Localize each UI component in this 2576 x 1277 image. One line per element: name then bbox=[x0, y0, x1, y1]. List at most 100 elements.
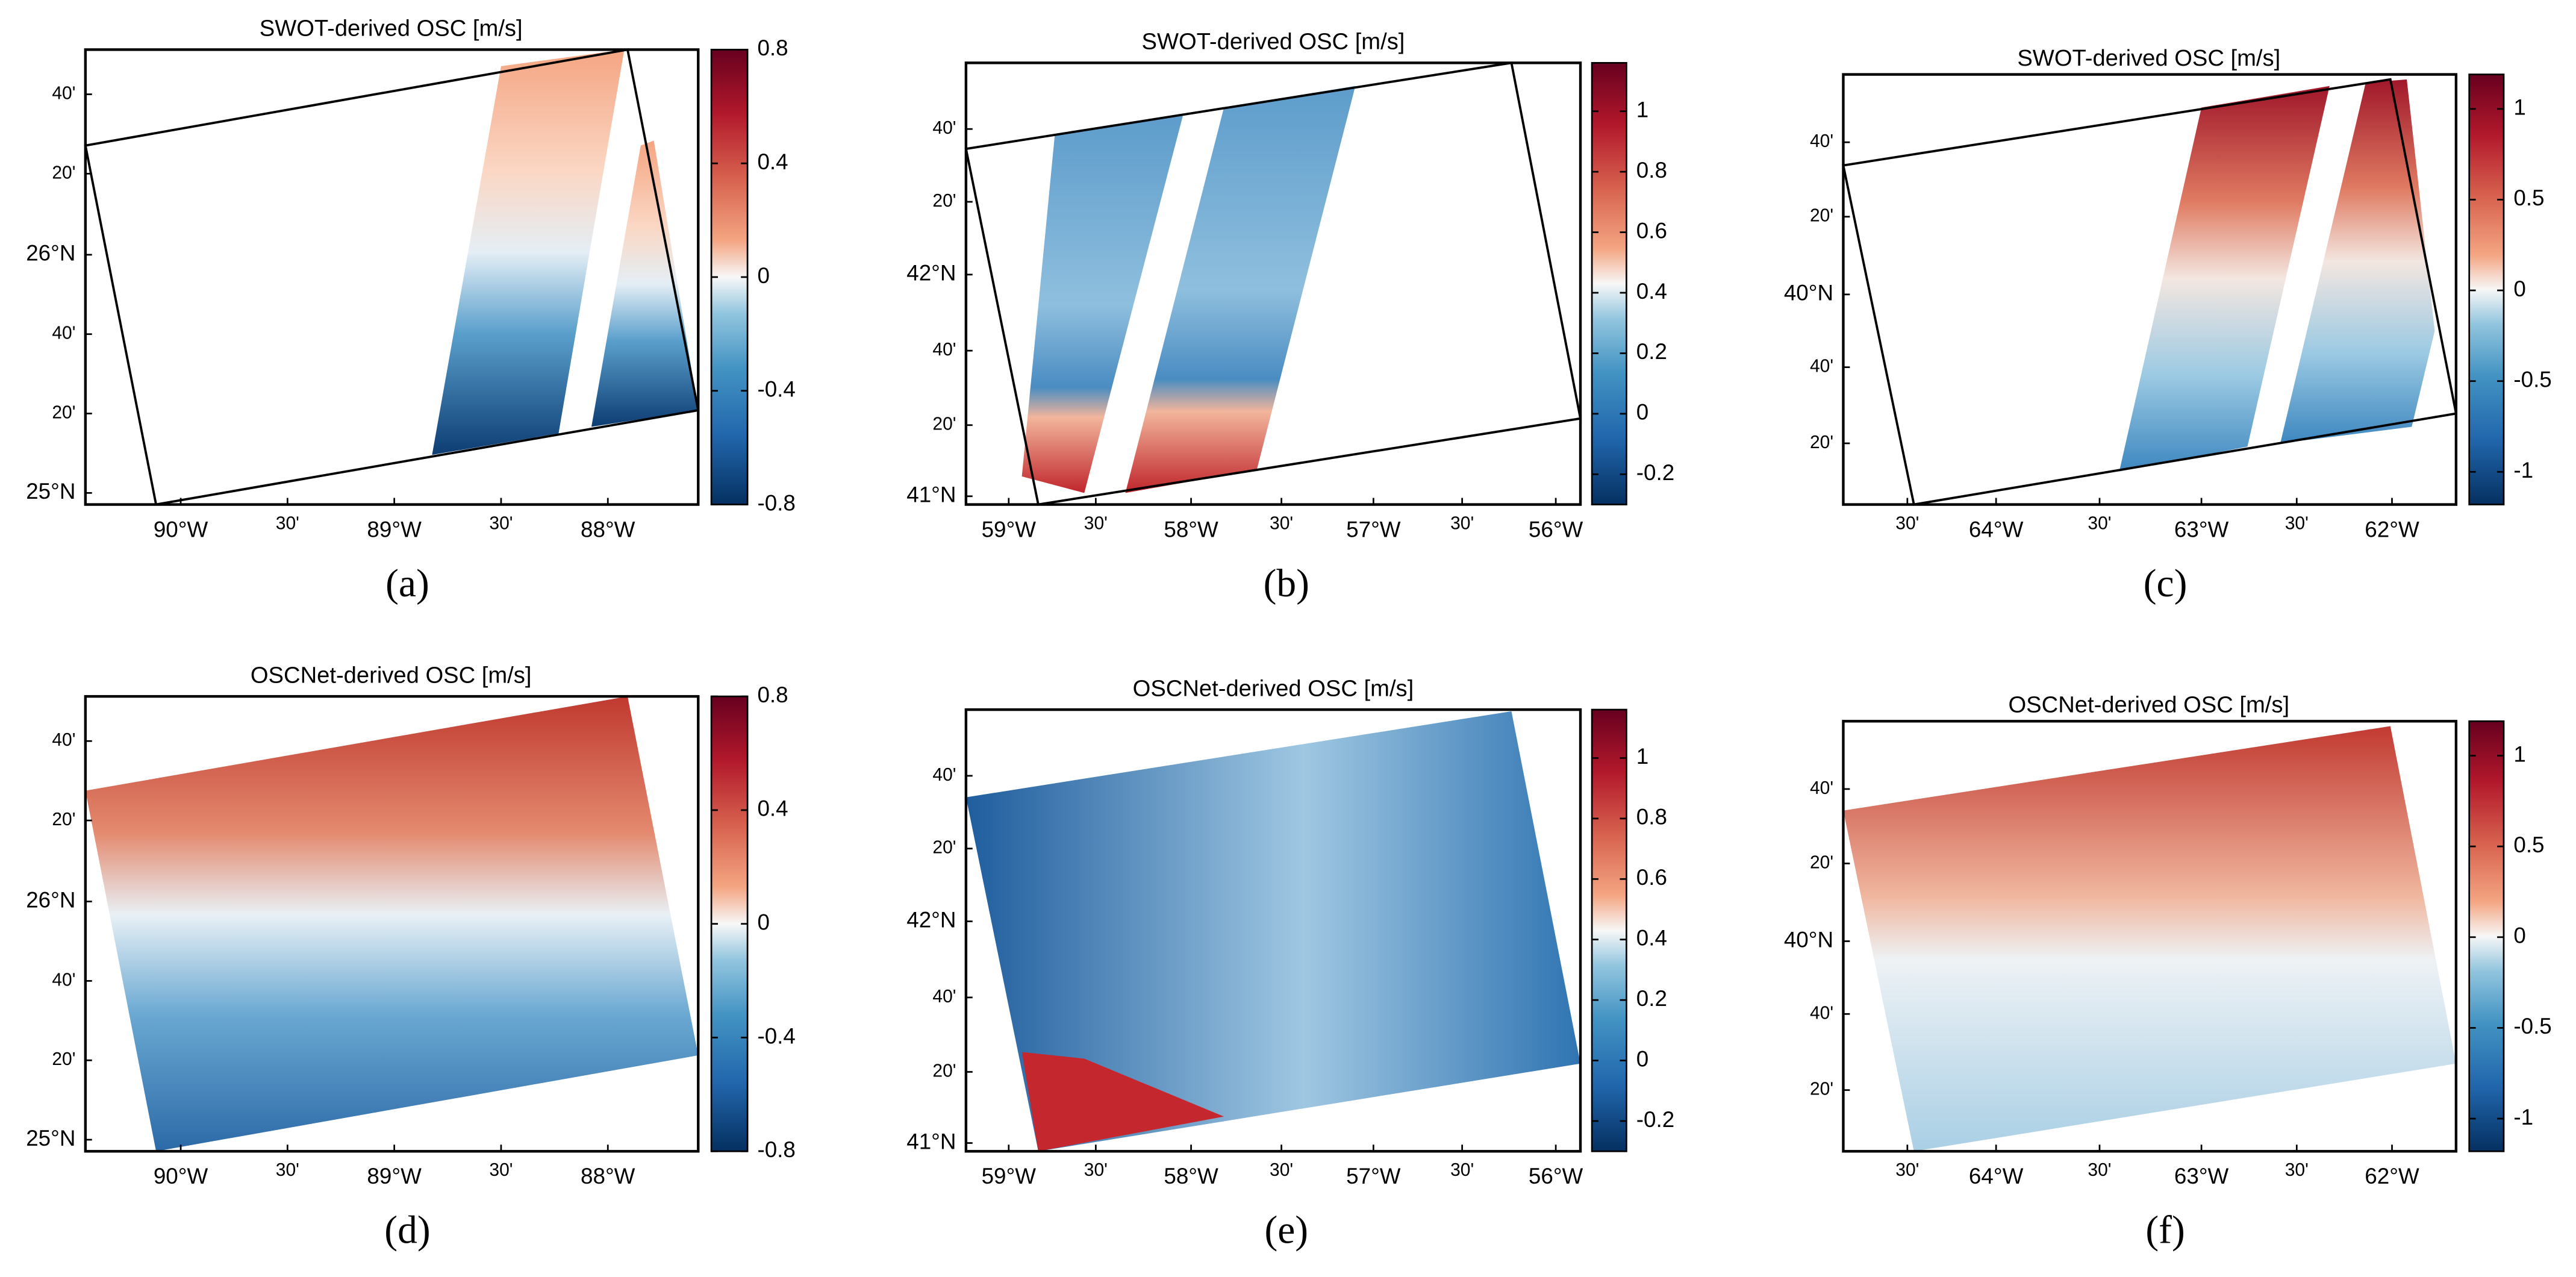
x-tick-label: 30' bbox=[1895, 1160, 1919, 1180]
colorbar-tick-label: 0.8 bbox=[1636, 805, 1667, 829]
x-tick-label: 30' bbox=[2285, 1160, 2309, 1180]
y-tick-label: 20' bbox=[52, 810, 75, 829]
colorbar-tick-label: 0.4 bbox=[1636, 925, 1667, 950]
x-tick-label: 30' bbox=[1270, 1160, 1293, 1180]
fields bbox=[84, 48, 2458, 1152]
x-tick-label: 90°W bbox=[154, 517, 208, 542]
colorbar-tick-label: 0 bbox=[1636, 1046, 1648, 1071]
y-tick-label: 40°N bbox=[1784, 280, 1833, 305]
colorbar-tick-label: -0.5 bbox=[2513, 1014, 2551, 1038]
colorbar-tick-label: 0.8 bbox=[757, 36, 788, 60]
y-tick-label: 25°N bbox=[26, 1126, 75, 1151]
x-tick-label: 90°W bbox=[154, 1164, 208, 1188]
colorbar-tick-label: 0.6 bbox=[1636, 218, 1667, 243]
x-tick-label: 88°W bbox=[581, 517, 635, 542]
y-tick-label: 40°N bbox=[1784, 927, 1833, 952]
y-tick-label: 40' bbox=[1810, 357, 1833, 376]
panel-caption: (b) bbox=[1264, 561, 1309, 605]
x-tick-label: 62°W bbox=[2365, 1164, 2419, 1188]
y-tick-label: 20' bbox=[932, 838, 956, 858]
y-tick-label: 40' bbox=[52, 730, 75, 750]
colorbar bbox=[1591, 708, 1627, 1152]
colorbar-tick-label: -0.2 bbox=[1636, 460, 1674, 485]
panel-title: OSCNet-derived OSC [m/s] bbox=[1133, 675, 1414, 701]
y-tick-label: 42°N bbox=[906, 907, 956, 932]
x-tick-label: 30' bbox=[1450, 513, 1474, 533]
colorbar-tick-label: 0 bbox=[2513, 276, 2525, 301]
x-tick-label: 30' bbox=[1084, 1160, 1108, 1180]
colorbar-tick-label: 0.5 bbox=[2513, 186, 2544, 210]
y-tick-label: 20' bbox=[52, 163, 75, 183]
x-tick-label: 30' bbox=[2088, 1160, 2111, 1180]
field bbox=[591, 140, 699, 427]
x-tick-label: 64°W bbox=[1969, 1164, 2024, 1188]
colorbar-tick-label: -1 bbox=[2513, 1105, 2533, 1129]
x-tick-label: 64°W bbox=[1969, 517, 2024, 542]
y-tick-label: 40' bbox=[932, 340, 956, 360]
y-tick-label: 20' bbox=[932, 191, 956, 211]
field bbox=[1021, 116, 1183, 493]
colorbar-tick-label: -0.8 bbox=[757, 1137, 795, 1162]
y-tick-label: 20' bbox=[932, 1061, 956, 1081]
field bbox=[1125, 86, 1356, 493]
colorbar-tick-label: -0.8 bbox=[757, 490, 795, 515]
colorbar-tick-label: 0 bbox=[2513, 923, 2525, 948]
y-tick-label: 20' bbox=[1810, 432, 1833, 452]
x-tick-label: 30' bbox=[1450, 1160, 1474, 1180]
colorbar-tick-label: 0.6 bbox=[1636, 865, 1667, 890]
colorbar-tick-label: 0.4 bbox=[757, 796, 788, 821]
y-tick-label: 26°N bbox=[26, 887, 75, 912]
x-tick-label: 30' bbox=[1895, 513, 1919, 533]
y-tick-label: 40' bbox=[1810, 131, 1833, 151]
panel-caption: (c) bbox=[2144, 561, 2188, 605]
x-tick-label: 30' bbox=[489, 513, 513, 533]
colorbar-tick-label: 0 bbox=[757, 910, 769, 934]
y-tick-label: 20' bbox=[52, 1049, 75, 1069]
x-tick-label: 59°W bbox=[982, 517, 1037, 542]
axes-frame bbox=[1842, 720, 2458, 1153]
colorbar bbox=[1591, 61, 1627, 505]
y-tick-label: 40' bbox=[932, 118, 956, 138]
colorbar-tick-label: 0 bbox=[1636, 400, 1648, 425]
y-tick-label: 26°N bbox=[26, 241, 75, 266]
x-tick-label: 57°W bbox=[1346, 517, 1401, 542]
y-tick-label: 42°N bbox=[906, 261, 956, 286]
panel-caption: (d) bbox=[384, 1208, 430, 1252]
axes-frame bbox=[964, 61, 1582, 506]
panel-caption: (f) bbox=[2145, 1208, 2185, 1252]
x-tick-label: 88°W bbox=[581, 1164, 635, 1188]
y-tick-label: 40' bbox=[1810, 778, 1833, 798]
x-tick-label: 58°W bbox=[1164, 517, 1218, 542]
y-tick-label: 40' bbox=[52, 83, 75, 103]
panel-caption: (a) bbox=[385, 561, 429, 605]
x-tick-label: 30' bbox=[489, 1160, 513, 1180]
y-tick-label: 40' bbox=[52, 970, 75, 990]
y-tick-label: 40' bbox=[932, 765, 956, 785]
y-tick-label: 20' bbox=[52, 402, 75, 422]
x-tick-label: 57°W bbox=[1346, 1164, 1401, 1188]
x-tick-label: 63°W bbox=[2174, 517, 2229, 542]
x-tick-label: 30' bbox=[2285, 513, 2309, 533]
colorbar-tick-label: 0.4 bbox=[757, 149, 788, 174]
x-tick-label: 56°W bbox=[1529, 1164, 1583, 1188]
panel-title: SWOT-derived OSC [m/s] bbox=[260, 15, 523, 41]
y-tick-label: 41°N bbox=[906, 482, 956, 507]
field bbox=[965, 711, 1581, 1152]
colorbar-tick-label: -0.2 bbox=[1636, 1107, 1674, 1132]
colorbar-tick-label: 0.2 bbox=[1636, 339, 1667, 364]
y-tick-label: 40' bbox=[932, 987, 956, 1007]
axes-frame bbox=[84, 48, 700, 506]
colorbar-tick-label: 0 bbox=[757, 263, 769, 288]
field bbox=[1843, 726, 2456, 1152]
x-tick-label: 63°W bbox=[2174, 1164, 2229, 1188]
x-tick-label: 30' bbox=[2088, 513, 2111, 533]
colorbar-tick-label: -0.5 bbox=[2513, 367, 2551, 392]
colorbar-tick-label: 1 bbox=[1636, 744, 1648, 769]
y-tick-label: 40' bbox=[52, 323, 75, 343]
colorbar-tick-label: 0.8 bbox=[757, 682, 788, 707]
y-tick-label: 20' bbox=[1810, 852, 1833, 872]
x-tick-label: 30' bbox=[276, 1160, 299, 1180]
axes-frame bbox=[1842, 73, 2458, 506]
y-tick-label: 20' bbox=[1810, 206, 1833, 226]
panel-title: SWOT-derived OSC [m/s] bbox=[2017, 45, 2280, 71]
